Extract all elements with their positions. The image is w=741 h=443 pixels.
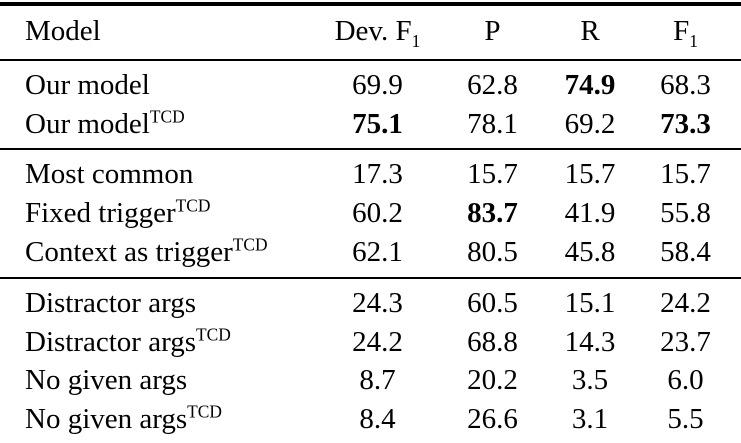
section-arg-baselines: Distractor args 24.3 60.5 15.1 24.2 Distracto…: [0, 277, 741, 443]
value-cell: 8.4: [359, 403, 396, 436]
value-cell: 15.1: [564, 286, 616, 319]
value-cell: 14.3: [564, 325, 616, 358]
value-cell: 15.7: [564, 158, 616, 191]
col-header-model: Model: [25, 15, 101, 47]
value-cell: 69.9: [352, 68, 403, 101]
model-cell: Most common: [25, 158, 194, 191]
value-cell: 45.8: [564, 235, 616, 268]
tcd-superscript: TCD: [149, 105, 185, 126]
table-row: Distractor argsTCD 24.2 68.8 14.3 23.7: [0, 323, 741, 362]
table-row: Context as triggerTCD 62.1 80.5 45.8 58.4: [0, 233, 741, 278]
value-cell: 15.7: [467, 158, 518, 191]
value-cell: 6.0: [667, 364, 704, 397]
col-header-dev-f1: Dev. F1: [320, 4, 435, 60]
value-cell: 74.9: [564, 68, 616, 101]
table-row: Our model 69.9 62.8 74.9 68.3: [0, 60, 741, 105]
value-cell: 60.5: [467, 286, 518, 319]
value-cell: 83.7: [467, 197, 518, 230]
model-cell: Fixed triggerTCD: [25, 195, 211, 230]
value-cell: 68.3: [660, 68, 711, 101]
value-cell: 41.9: [564, 197, 616, 230]
value-cell: 69.2: [564, 107, 616, 140]
tcd-superscript: TCD: [196, 323, 231, 344]
subscript-1: 1: [411, 30, 421, 51]
value-cell: 58.4: [660, 235, 711, 268]
table-row: Distractor args 24.3 60.5 15.1 24.2: [0, 278, 741, 323]
table-row: Fixed triggerTCD 60.2 83.7 41.9 55.8: [0, 194, 741, 233]
model-cell: Distractor argsTCD: [25, 323, 231, 358]
value-cell: 60.2: [352, 197, 403, 230]
value-cell: 73.3: [660, 107, 711, 140]
col-header-precision: P: [484, 15, 501, 47]
tcd-superscript: TCD: [187, 401, 222, 422]
model-cell: No given argsTCD: [25, 401, 222, 436]
col-header-f1-label: F: [673, 15, 690, 47]
col-header-f1: F1: [630, 4, 741, 60]
model-cell: Our modelTCD: [25, 105, 185, 140]
tcd-superscript: TCD: [175, 195, 211, 216]
value-cell: 55.8: [660, 197, 711, 230]
model-cell: No given args: [25, 364, 188, 397]
table-row: No given argsTCD 8.4 26.6 3.1 5.5: [0, 400, 741, 443]
section-trigger-baselines: Most common 17.3 15.7 15.7 15.7 Fixed trigger…: [0, 149, 741, 277]
table-row: Most common 17.3 15.7 15.7 15.7: [0, 149, 741, 194]
col-header-dev-f1-label: Dev. F: [334, 15, 412, 47]
section-our-model: Our model 69.9 62.8 74.9 68.3 Our modelTCD 75.…: [0, 59, 741, 150]
value-cell: 24.3: [352, 286, 403, 319]
subscript-1: 1: [689, 30, 698, 51]
header-row: Model Dev. F1 P R F1: [0, 4, 741, 60]
value-cell: 17.3: [352, 158, 403, 191]
value-cell: 75.1: [352, 107, 403, 140]
value-cell: 3.5: [571, 364, 609, 397]
table-row: No given args 8.7 20.2 3.5 6.0: [0, 361, 741, 400]
col-header-recall: R: [580, 15, 600, 47]
value-cell: 68.8: [467, 325, 518, 358]
value-cell: 3.1: [571, 403, 609, 436]
table-row: Our modelTCD 75.1 78.1 69.2 73.3: [0, 105, 741, 150]
value-cell: 23.7: [660, 325, 711, 358]
model-cell: Context as triggerTCD: [25, 234, 268, 268]
value-cell: 24.2: [352, 325, 403, 358]
value-cell: 26.6: [467, 403, 518, 436]
value-cell: 15.7: [660, 158, 711, 191]
model-cell: Distractor args: [25, 286, 196, 319]
table-header: Model Dev. F1 P R F1: [0, 4, 741, 60]
value-cell: 62.1: [352, 235, 403, 268]
value-cell: 62.8: [467, 68, 518, 101]
value-cell: 78.1: [467, 107, 518, 140]
value-cell: 20.2: [467, 364, 518, 397]
tcd-superscript: TCD: [232, 234, 268, 255]
value-cell: 5.5: [667, 403, 704, 436]
value-cell: 8.7: [359, 364, 396, 397]
value-cell: 24.2: [660, 286, 711, 319]
model-cell: Our model: [25, 68, 150, 101]
value-cell: 80.5: [467, 235, 518, 268]
